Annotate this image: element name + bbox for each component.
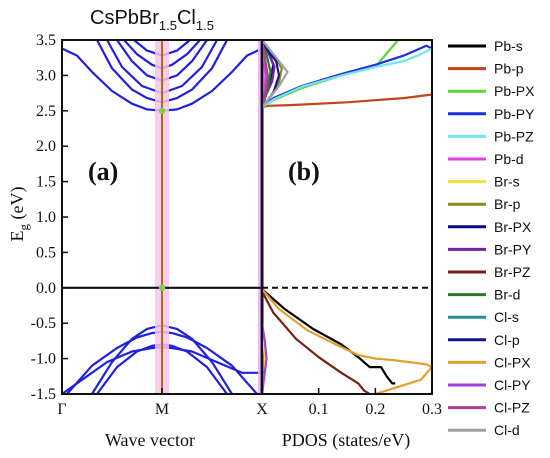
y-tick-label: -1.0 — [31, 351, 56, 368]
legend-label-cl-py: Cl-PY — [494, 377, 531, 393]
band-extras — [61, 39, 264, 395]
legend-label-br-py: Br-PY — [494, 241, 532, 257]
panel-label-b-close: ) — [311, 157, 320, 186]
legend-label-cl-p: Cl-p — [494, 332, 520, 348]
y-axis-ticks: -1.5 -1.0 -0.5 0.0 0.5 1.0 1.5 2.0 2.5 3.0 3.5 — [31, 32, 68, 403]
legend-label-cl-px: Cl-PX — [494, 354, 531, 370]
legend-label-pb-p: Pb-p — [494, 61, 524, 77]
y-tick-label: 2.0 — [36, 138, 56, 155]
panel-label-a-letter: a — [97, 157, 110, 186]
x-axis-label-a: Wave vector — [105, 430, 195, 450]
panel-label-a-open: ( — [88, 157, 97, 186]
panel-label-b-open: ( — [288, 157, 297, 186]
legend-label-pb-d: Pb-d — [494, 151, 524, 167]
y-tick-label: 2.5 — [36, 103, 56, 120]
y-tick-label: -1.5 — [31, 386, 56, 403]
legend-label-cl-d: Cl-d — [494, 422, 520, 438]
pdos-x-tick-label: 0.3 — [422, 401, 442, 418]
y-tick-label: 3.5 — [36, 32, 56, 49]
legend-label-br-s: Br-s — [494, 174, 520, 190]
pdos-line-cl-py — [260, 323, 268, 395]
pdos-lines — [260, 38, 434, 396]
y-label-sub: g — [16, 223, 31, 230]
pdos-line-pb-s — [261, 288, 396, 385]
legend-label-cl-pz: Cl-PZ — [494, 400, 530, 416]
pdos-line-cl-pz — [260, 39, 269, 108]
legend-label-pb-s: Pb-s — [494, 38, 523, 54]
x-tick-label-x: X — [256, 401, 268, 418]
panel-label-a: (a) — [88, 157, 118, 186]
legend-label-pb-pz: Pb-PZ — [494, 128, 534, 144]
panel-label-b-letter: b — [297, 157, 311, 186]
x-axis-label-b: PDOS (states/eV) — [282, 430, 411, 451]
band-marker-0 — [158, 107, 166, 115]
title-sub2: 1.5 — [196, 18, 214, 33]
pdos-line-pb-p — [261, 93, 433, 109]
pdos-line-cl-px — [261, 288, 434, 396]
legend-label-br-d: Br-d — [494, 287, 520, 303]
x-tick-label-m: M — [155, 401, 169, 418]
pdos-line-pb-pz — [261, 47, 433, 109]
pdos-extras — [261, 39, 433, 395]
title-sub1: 1.5 — [159, 18, 177, 33]
title-mid: Cl — [177, 7, 196, 29]
y-tick-label: 0.5 — [36, 244, 56, 261]
pdos-line-cl-d — [261, 39, 289, 108]
pdos-x-tick-label: 0.2 — [365, 401, 385, 418]
pdos-x-tick-label: 0.1 — [309, 401, 329, 418]
y-label-unit: (eV) — [7, 187, 28, 224]
band-marker-1 — [158, 284, 166, 291]
legend-label-br-px: Br-PX — [494, 219, 532, 235]
y-axis-label: Eg (eV) — [7, 187, 31, 242]
legend-label-br-pz: Br-PZ — [494, 264, 531, 280]
pdos-panel: (b) 0.1 0.2 0.3 PDOS (states/eV) — [260, 38, 442, 451]
y-tick-label: 1.5 — [36, 174, 56, 191]
x-tick-label-: Γ — [57, 401, 66, 418]
panel-label-b: (b) — [288, 157, 320, 186]
legend-label-pb-py: Pb-PY — [494, 106, 535, 122]
band-structure-panel: (a) -1.5 -1.0 -0.5 0.0 0.5 1.0 1.5 2.0 2.5 3.0 3.5… — [7, 32, 268, 450]
y-label-main: E — [7, 230, 27, 241]
y-tick-label: 1.0 — [36, 209, 56, 226]
pdos-line-br-pz — [261, 290, 371, 395]
panel-b-frame — [261, 39, 433, 395]
legend: Pb-s Pb-p Pb-PX Pb-PY Pb-PZ Pb-d Br-s Br-p Br-PX… — [448, 38, 535, 438]
pdos-line-pb-py — [261, 44, 433, 109]
title-main: CsPbBr — [90, 7, 159, 29]
panel-label-a-close: ) — [110, 157, 119, 186]
y-tick-label: -0.5 — [31, 315, 56, 332]
y-tick-label: 3.0 — [36, 67, 56, 84]
legend-label-cl-s: Cl-s — [494, 309, 519, 325]
legend-label-br-p: Br-p — [494, 196, 521, 212]
pdos-x-ticks: 0.1 0.2 0.3 — [309, 388, 442, 418]
chart-title: CsPbBr1.5Cl1.5 — [90, 7, 214, 33]
legend-label-pb-px: Pb-PX — [494, 83, 535, 99]
y-tick-label: 0.0 — [36, 280, 56, 297]
